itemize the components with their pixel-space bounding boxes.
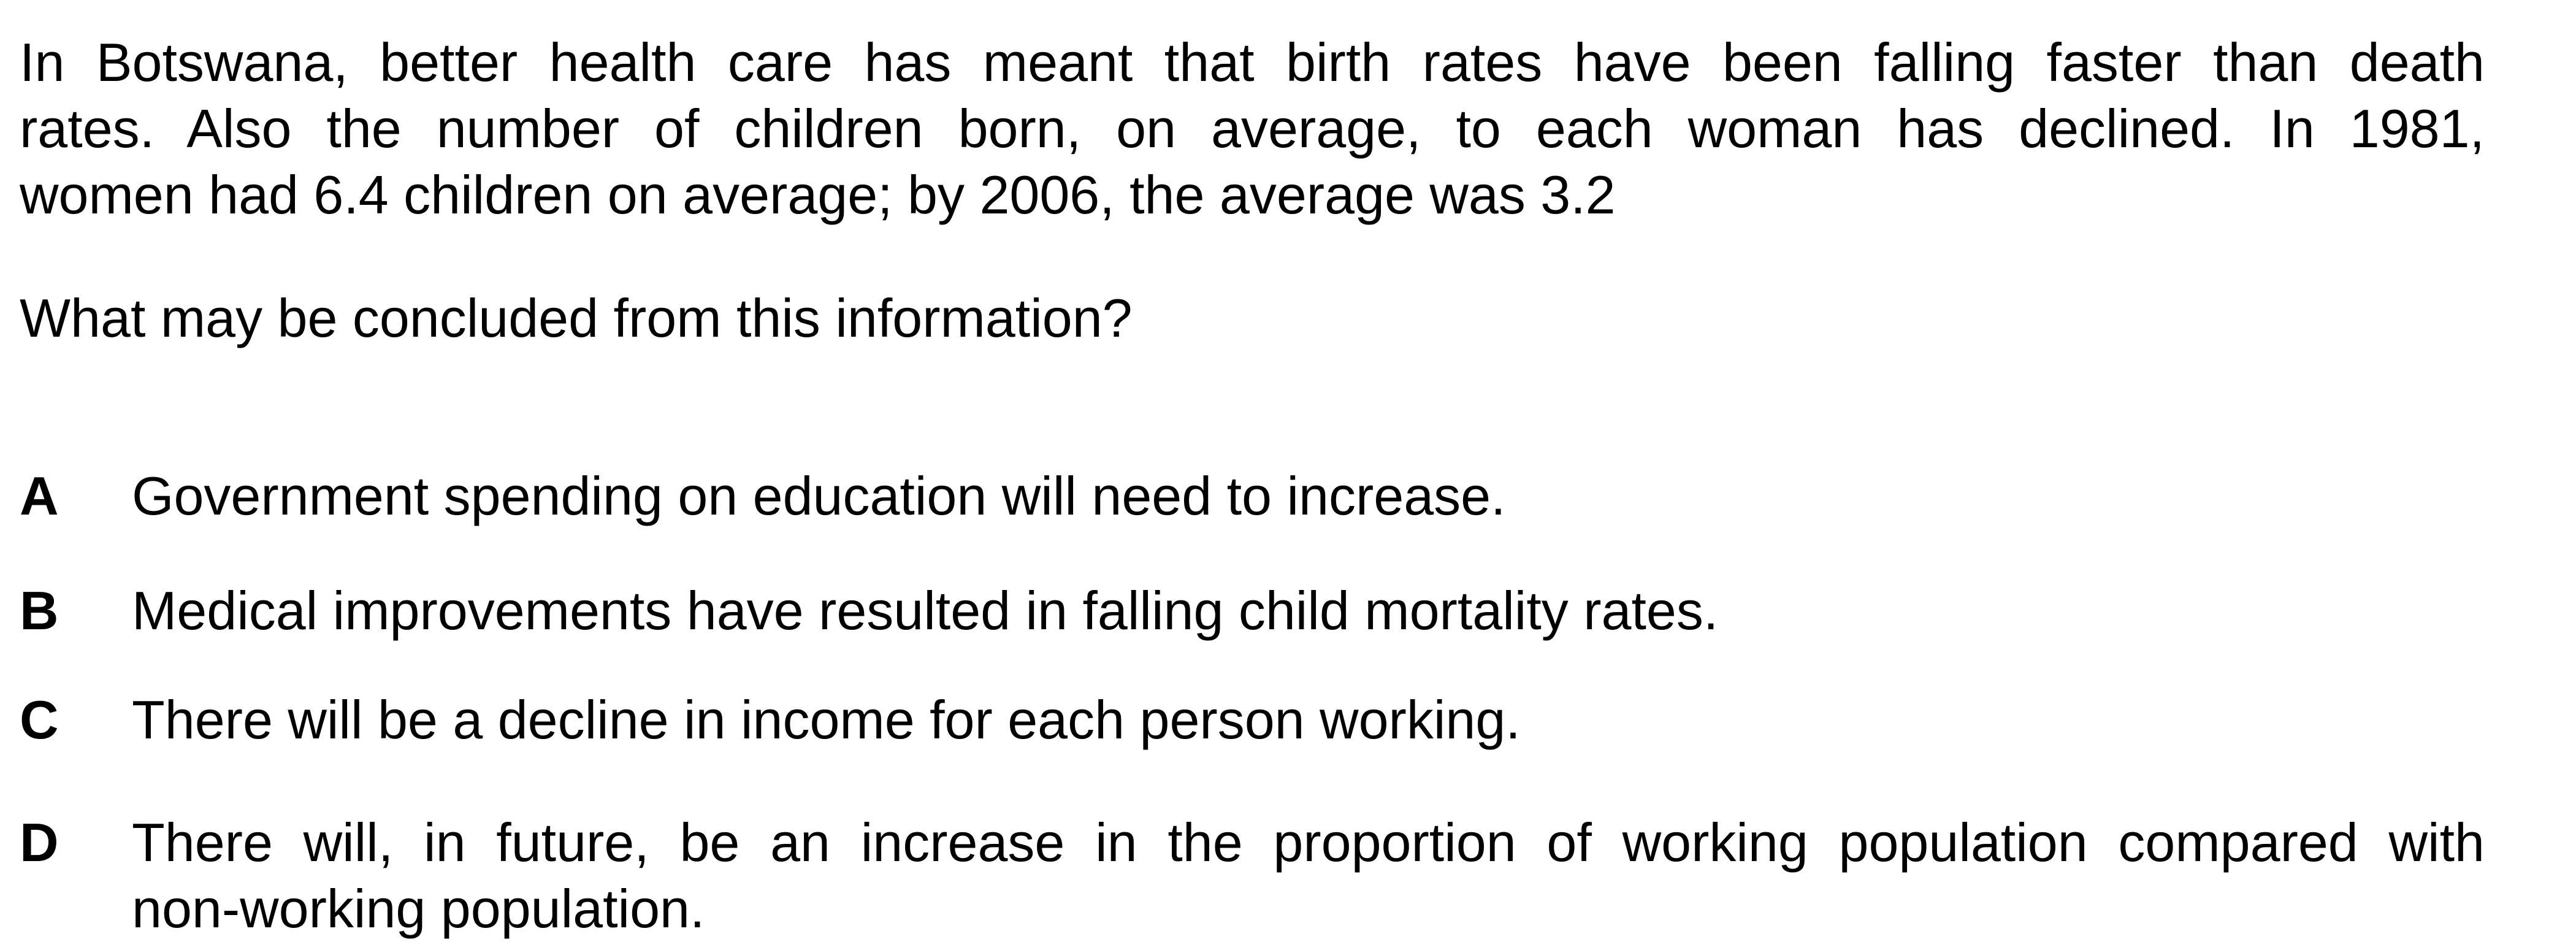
option-letter: B xyxy=(20,580,59,641)
option-text: There will, in future, be an increase in… xyxy=(132,810,2485,942)
stem-line-1: In Botswana, better health care has mean… xyxy=(20,32,2485,93)
option-text: There will be a decline in income for ea… xyxy=(132,689,1521,750)
option-text: Medical improvements have resulted in fa… xyxy=(132,580,1719,641)
stem-line-3: women had 6.4 children on average; by 20… xyxy=(20,164,1616,225)
option-text: Government spending on education will ne… xyxy=(132,465,1506,526)
option-letter: A xyxy=(20,465,59,526)
option-letter: D xyxy=(20,812,59,873)
question-stem: In Botswana, better health care has mean… xyxy=(20,29,2485,228)
option-text-line-1: There will, in future, be an increase in… xyxy=(132,812,2485,873)
option-letter: C xyxy=(20,689,59,750)
stem-line-2: rates. Also the number of children born,… xyxy=(20,98,2485,159)
option-text-line-2: non-working population. xyxy=(132,878,705,939)
question-prompt: What may be concluded from this informat… xyxy=(20,288,1133,348)
stem-paragraph: In Botswana, better health care has mean… xyxy=(20,29,2485,228)
